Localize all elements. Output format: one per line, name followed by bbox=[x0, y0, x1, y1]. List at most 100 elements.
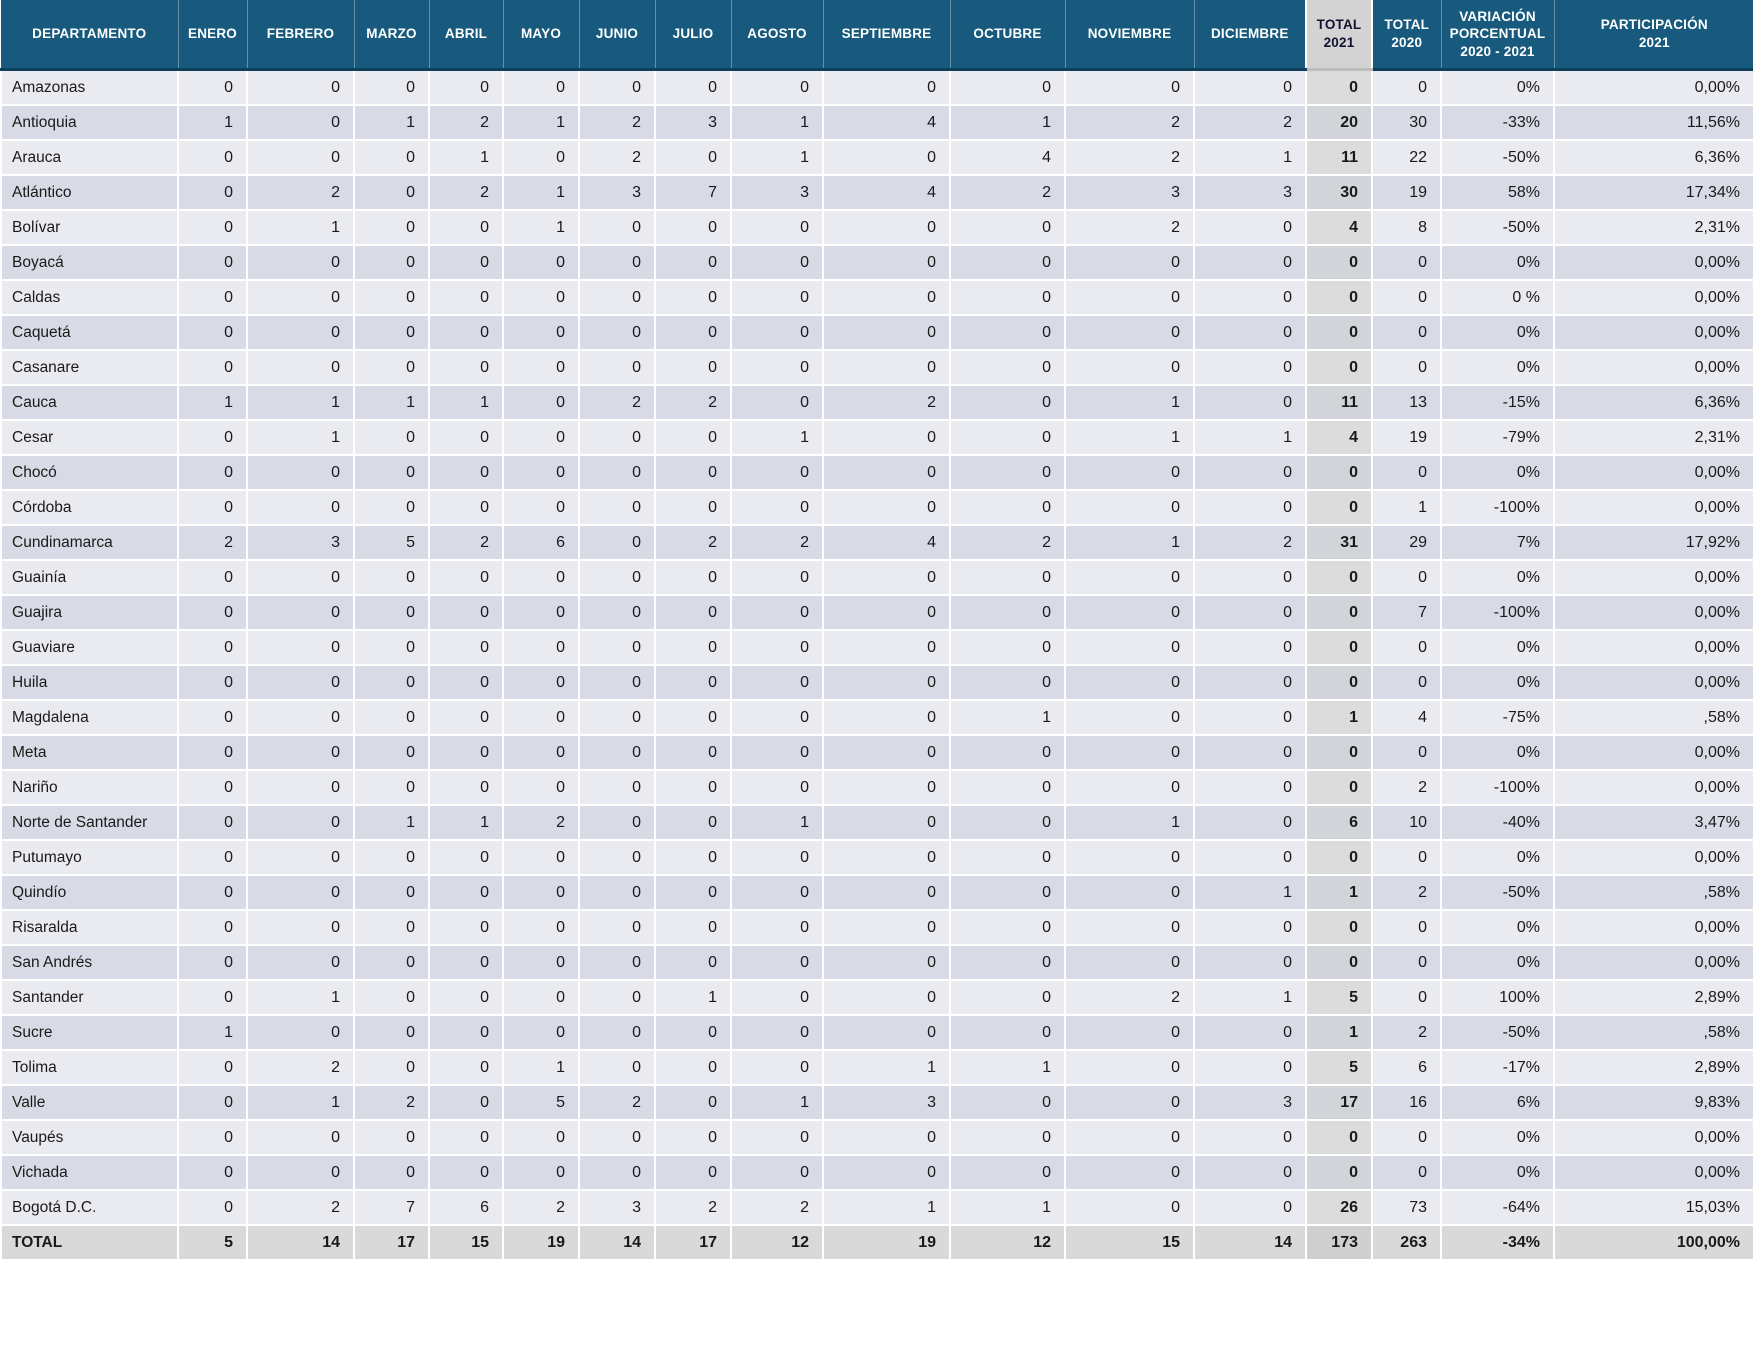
table-row: Cesar 0 1 0 0 0 0 0 1 0 0 1 1 4 19 -79% 2,31% bbox=[0, 419, 1753, 456]
month-value-cell: 0 bbox=[822, 1014, 951, 1051]
variation-cell: -40% bbox=[1440, 804, 1555, 841]
month-value-cell: 0 bbox=[246, 909, 355, 946]
month-value-cell: 0 bbox=[1193, 1119, 1307, 1156]
month-value-cell: 0 bbox=[949, 804, 1066, 841]
column-header-14: TOTAL 2020 bbox=[1371, 0, 1441, 71]
month-value-cell: 0 bbox=[428, 349, 504, 386]
month-value-cell: 2 bbox=[1064, 209, 1195, 246]
total-2020-cell: 13 bbox=[1371, 384, 1442, 421]
month-value-cell: 0 bbox=[246, 139, 355, 176]
table-row: Magdalena 0 0 0 0 0 0 0 0 0 1 0 0 1 4 -75% ,58% bbox=[0, 699, 1753, 736]
month-value-cell: 1 bbox=[246, 419, 355, 456]
table-row: Casanare 0 0 0 0 0 0 0 0 0 0 0 0 0 0 0% 0,00% bbox=[0, 349, 1753, 386]
total-2020-cell: 0 bbox=[1371, 279, 1442, 316]
month-value-cell: 0 bbox=[428, 209, 504, 246]
month-value-cell: 0 bbox=[578, 594, 656, 631]
month-value-cell: 0 bbox=[949, 629, 1066, 666]
variation-cell: 0% bbox=[1440, 629, 1555, 666]
month-value-cell: 0 bbox=[949, 1119, 1066, 1156]
month-value-cell: 0 bbox=[177, 629, 248, 666]
month-value-cell: 0 bbox=[428, 629, 504, 666]
month-value-cell: 2 bbox=[353, 1084, 430, 1121]
month-value-cell: 0 bbox=[177, 734, 248, 771]
month-value-cell: 2 bbox=[578, 139, 656, 176]
month-value-cell: 0 bbox=[654, 209, 732, 246]
month-value-cell: 0 bbox=[1064, 909, 1195, 946]
month-value-cell: 19 bbox=[502, 1224, 580, 1261]
month-value-cell: 0 bbox=[1064, 944, 1195, 981]
variation-cell: -50% bbox=[1440, 874, 1555, 911]
month-value-cell: 0 bbox=[654, 454, 732, 491]
total-2020-cell: 0 bbox=[1371, 1119, 1442, 1156]
total-2021-cell: 0 bbox=[1305, 1119, 1373, 1156]
month-value-cell: 0 bbox=[502, 139, 580, 176]
month-value-cell: 0 bbox=[822, 314, 951, 351]
table-row: Putumayo 0 0 0 0 0 0 0 0 0 0 0 0 0 0 0% 0,00% bbox=[0, 839, 1753, 876]
variation-cell: -33% bbox=[1440, 104, 1555, 141]
month-value-cell: 0 bbox=[177, 769, 248, 806]
participation-cell: 100,00% bbox=[1553, 1224, 1753, 1261]
month-value-cell: 5 bbox=[353, 524, 430, 561]
month-value-cell: 2 bbox=[1193, 524, 1307, 561]
month-value-cell: 0 bbox=[502, 839, 580, 876]
month-value-cell: 0 bbox=[822, 419, 951, 456]
month-value-cell: 2 bbox=[1064, 139, 1195, 176]
participation-cell: 0,00% bbox=[1553, 1154, 1753, 1191]
column-header-10: OCTUBRE bbox=[949, 0, 1065, 71]
month-value-cell: 0 bbox=[353, 1014, 430, 1051]
month-value-cell: 0 bbox=[578, 629, 656, 666]
month-value-cell: 0 bbox=[730, 699, 824, 736]
variation-cell: 0% bbox=[1440, 1119, 1555, 1156]
month-value-cell: 0 bbox=[502, 594, 580, 631]
month-value-cell: 0 bbox=[428, 1014, 504, 1051]
month-value-cell: 0 bbox=[1064, 594, 1195, 631]
month-value-cell: 0 bbox=[1193, 559, 1307, 596]
month-value-cell: 0 bbox=[1193, 734, 1307, 771]
month-value-cell: 0 bbox=[177, 139, 248, 176]
variation-cell: -17% bbox=[1440, 1049, 1555, 1086]
variation-cell: 0 % bbox=[1440, 279, 1555, 316]
department-cell: Vaupés bbox=[0, 1119, 179, 1156]
month-value-cell: 0 bbox=[822, 629, 951, 666]
month-value-cell: 0 bbox=[246, 559, 355, 596]
month-value-cell: 0 bbox=[578, 314, 656, 351]
month-value-cell: 0 bbox=[949, 314, 1066, 351]
month-value-cell: 0 bbox=[949, 594, 1066, 631]
month-value-cell: 0 bbox=[654, 734, 732, 771]
month-value-cell: 0 bbox=[1064, 1119, 1195, 1156]
month-value-cell: 0 bbox=[654, 1154, 732, 1191]
month-value-cell: 0 bbox=[654, 314, 732, 351]
total-2021-cell: 0 bbox=[1305, 629, 1373, 666]
month-value-cell: 0 bbox=[822, 279, 951, 316]
month-value-cell: 0 bbox=[177, 944, 248, 981]
total-2020-cell: 6 bbox=[1371, 1049, 1442, 1086]
month-value-cell: 0 bbox=[428, 734, 504, 771]
participation-cell: 0,00% bbox=[1553, 489, 1753, 526]
total-2021-cell: 0 bbox=[1305, 279, 1373, 316]
month-value-cell: 2 bbox=[428, 174, 504, 211]
month-value-cell: 0 bbox=[353, 769, 430, 806]
total-2020-cell: 0 bbox=[1371, 314, 1442, 351]
month-value-cell: 0 bbox=[730, 454, 824, 491]
variation-cell: 58% bbox=[1440, 174, 1555, 211]
table-row: Vaupés 0 0 0 0 0 0 0 0 0 0 0 0 0 0 0% 0,00% bbox=[0, 1119, 1753, 1156]
variation-cell: 0% bbox=[1440, 454, 1555, 491]
total-2021-cell: 0 bbox=[1305, 734, 1373, 771]
month-value-cell: 12 bbox=[949, 1224, 1066, 1261]
month-value-cell: 0 bbox=[822, 209, 951, 246]
month-value-cell: 2 bbox=[246, 1189, 355, 1226]
month-value-cell: 1 bbox=[949, 104, 1066, 141]
month-value-cell: 0 bbox=[654, 279, 732, 316]
month-value-cell: 0 bbox=[353, 244, 430, 281]
month-value-cell: 0 bbox=[654, 489, 732, 526]
month-value-cell: 0 bbox=[654, 699, 732, 736]
month-value-cell: 0 bbox=[1064, 1189, 1195, 1226]
month-value-cell: 1 bbox=[428, 384, 504, 421]
month-value-cell: 0 bbox=[502, 979, 580, 1016]
month-value-cell: 0 bbox=[822, 664, 951, 701]
month-value-cell: 0 bbox=[177, 244, 248, 281]
variation-cell: 6% bbox=[1440, 1084, 1555, 1121]
month-value-cell: 0 bbox=[578, 1014, 656, 1051]
month-value-cell: 0 bbox=[502, 279, 580, 316]
total-2020-cell: 16 bbox=[1371, 1084, 1442, 1121]
